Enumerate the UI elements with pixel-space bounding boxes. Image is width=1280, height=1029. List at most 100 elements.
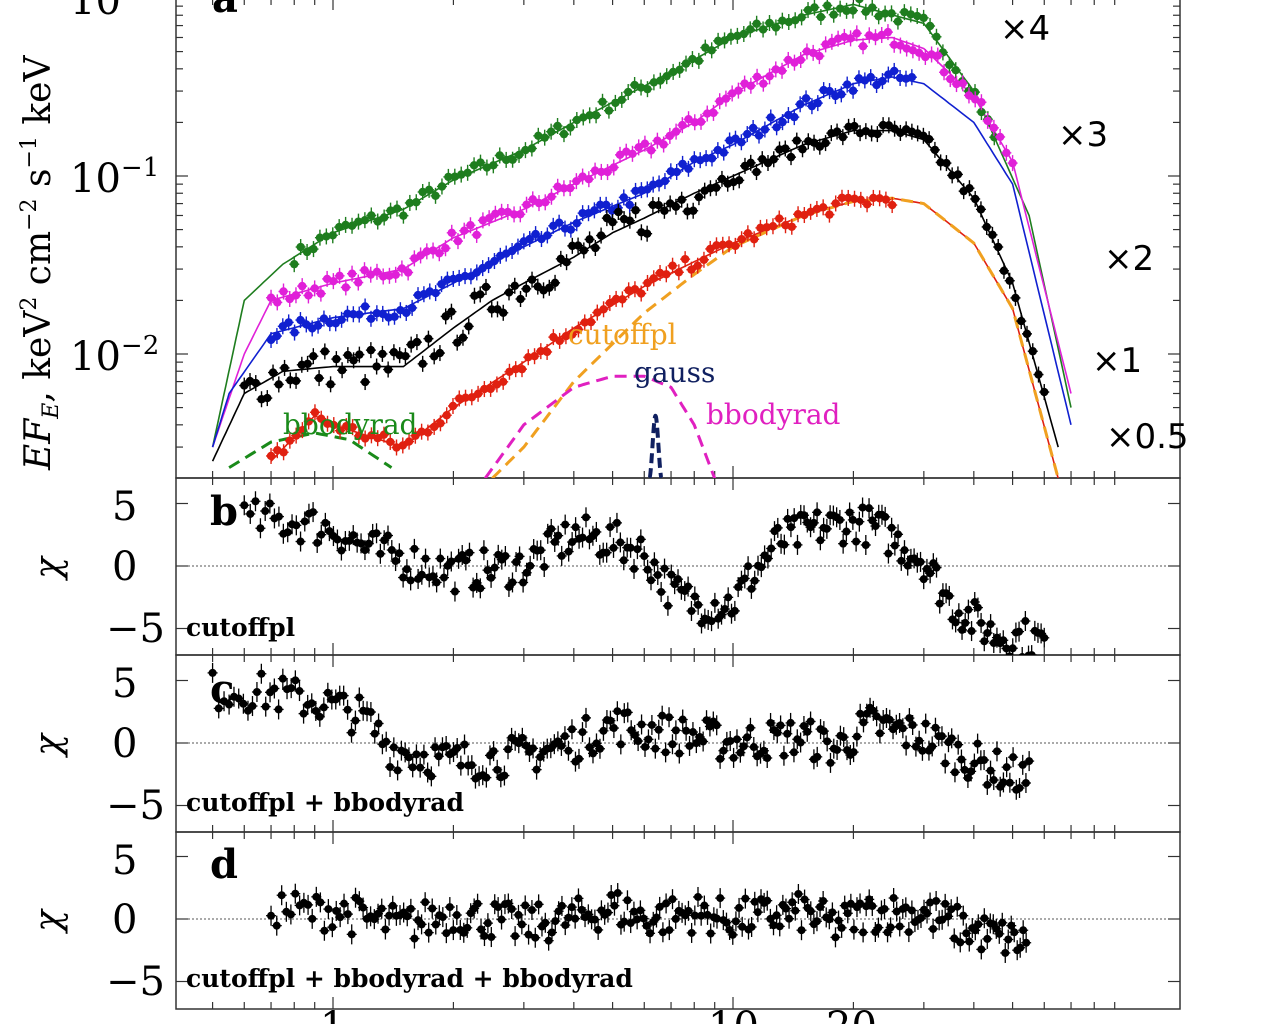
label-bbodyrad-magenta: bbodyrad bbox=[706, 398, 841, 431]
residual-point bbox=[772, 911, 781, 920]
residual-point bbox=[662, 899, 671, 908]
label-gauss: gauss bbox=[634, 356, 715, 389]
factor-label-x2: ×2 bbox=[1104, 239, 1154, 279]
panel-a-letter: a bbox=[212, 0, 238, 22]
residual-point bbox=[941, 899, 950, 908]
residual-point bbox=[668, 895, 677, 904]
residual-point bbox=[950, 934, 959, 943]
panel-d-ytick-0: 0 bbox=[112, 897, 137, 943]
data-point bbox=[883, 27, 893, 37]
residual-point bbox=[431, 920, 440, 929]
data-point bbox=[527, 144, 537, 153]
data-point bbox=[328, 231, 337, 240]
residual-point bbox=[480, 932, 489, 941]
residual-point bbox=[609, 543, 618, 552]
residual-point bbox=[665, 713, 674, 722]
residual-point bbox=[633, 545, 642, 554]
residual-point bbox=[989, 776, 998, 785]
residual-point bbox=[436, 554, 445, 563]
data-point bbox=[643, 84, 652, 94]
residual-point bbox=[340, 899, 349, 908]
data-point bbox=[335, 426, 345, 435]
data-point bbox=[781, 144, 790, 153]
residual-point bbox=[347, 930, 356, 939]
factor-label-x1: ×1 bbox=[1092, 341, 1142, 381]
data-point bbox=[684, 115, 693, 124]
residual-point bbox=[248, 702, 257, 711]
residual-point bbox=[859, 718, 868, 727]
residual-point bbox=[647, 720, 656, 729]
residual-point bbox=[500, 771, 509, 780]
data-point bbox=[442, 411, 451, 420]
residual-point bbox=[852, 732, 861, 741]
data-point bbox=[649, 274, 658, 283]
data-point bbox=[889, 40, 899, 49]
residual-point bbox=[731, 917, 740, 926]
data-point bbox=[678, 120, 687, 130]
residual-point bbox=[606, 523, 615, 532]
residual-point bbox=[849, 925, 858, 934]
data-point bbox=[731, 241, 740, 251]
data-point bbox=[674, 268, 684, 277]
data-point bbox=[887, 200, 897, 210]
data-point bbox=[634, 143, 643, 152]
residual-point bbox=[234, 694, 243, 703]
data-point bbox=[591, 243, 600, 253]
data-point bbox=[511, 364, 520, 374]
data-point bbox=[302, 247, 312, 257]
data-point bbox=[655, 268, 665, 278]
data-point bbox=[766, 113, 775, 122]
residual-point bbox=[900, 546, 909, 555]
data-point bbox=[536, 346, 546, 356]
panel-d-letter: d bbox=[210, 841, 238, 888]
residual-point bbox=[336, 913, 345, 922]
residual-point bbox=[959, 911, 968, 920]
residual-point bbox=[660, 564, 669, 573]
data-point bbox=[1028, 347, 1037, 356]
residual-point bbox=[483, 919, 492, 928]
data-point bbox=[562, 257, 571, 267]
data-point bbox=[550, 278, 560, 288]
residual-point bbox=[316, 898, 325, 907]
data-point bbox=[567, 330, 577, 339]
data-point bbox=[829, 10, 838, 19]
residual-point bbox=[355, 693, 364, 702]
data-point bbox=[316, 289, 326, 298]
data-point bbox=[404, 437, 414, 446]
residual-point bbox=[261, 507, 270, 516]
residual-point bbox=[763, 753, 772, 762]
data-point bbox=[391, 270, 400, 279]
residual-point bbox=[915, 736, 924, 745]
residual-point bbox=[578, 728, 587, 737]
data-point bbox=[615, 150, 625, 160]
residual-point bbox=[735, 903, 744, 912]
residual-point bbox=[381, 925, 390, 934]
residual-point bbox=[944, 912, 953, 921]
data-point bbox=[869, 193, 878, 203]
residual-point bbox=[317, 530, 326, 539]
data-point bbox=[341, 283, 351, 292]
residual-point bbox=[816, 902, 825, 911]
data-point bbox=[251, 378, 260, 388]
residual-point bbox=[311, 706, 320, 715]
data-point bbox=[846, 34, 855, 43]
data-point bbox=[341, 220, 350, 230]
data-point bbox=[349, 356, 358, 365]
residual-point bbox=[957, 755, 966, 764]
residual-point bbox=[487, 573, 496, 582]
data-point bbox=[914, 48, 924, 58]
residual-point bbox=[932, 896, 941, 905]
data-point bbox=[373, 217, 382, 226]
data-point bbox=[390, 312, 399, 321]
data-point bbox=[348, 422, 357, 432]
residual-point bbox=[855, 517, 864, 526]
residual-point bbox=[945, 591, 954, 600]
data-point bbox=[522, 284, 531, 294]
data-point bbox=[924, 134, 934, 144]
data-point bbox=[366, 345, 376, 355]
data-point bbox=[367, 211, 376, 220]
data-point bbox=[880, 9, 890, 18]
data-point bbox=[611, 98, 620, 108]
data-point bbox=[337, 366, 347, 375]
